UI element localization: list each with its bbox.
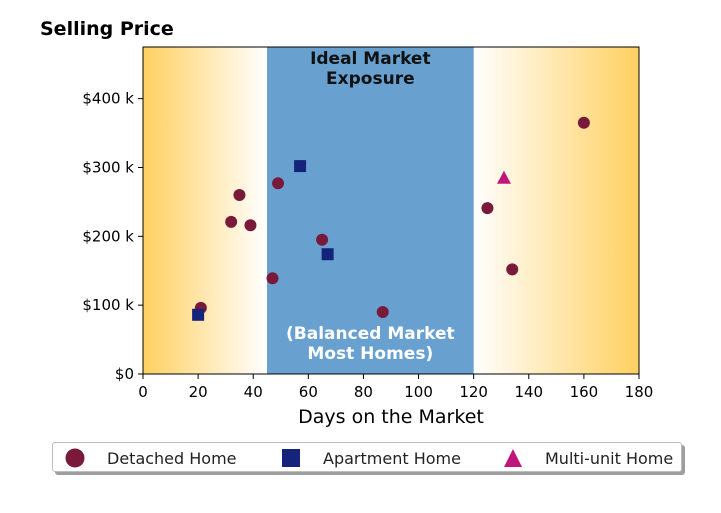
legend-item-multi-unit: Multi-unit Home (503, 443, 673, 473)
square-point-1-0 (192, 308, 205, 321)
y-axis: $0 $100 k $200 k $300 k $400 k (82, 90, 143, 383)
circle-point-0-6 (316, 233, 329, 246)
legend-label: Detached Home (107, 448, 237, 468)
x-tick-label: 120 (459, 383, 488, 401)
zones-layer (143, 47, 639, 374)
circle-point-0-2 (233, 189, 246, 202)
triangle-point-2-0 (496, 170, 511, 184)
circle-point-0-8 (481, 202, 494, 215)
annotation-1-line-1: Most Homes) (307, 344, 433, 364)
y-tick-label: $0 (115, 365, 134, 383)
square-point-1-2 (321, 248, 334, 261)
x-tick-label: 180 (625, 383, 654, 401)
circle-point-0-7 (376, 306, 389, 319)
legend-item-detached: Detached Home (65, 443, 237, 473)
circle-point-0-3 (244, 219, 257, 232)
annotation-1-line-0: (Balanced Market (286, 324, 455, 344)
legend: Detached Home Apartment Home Multi-unit … (52, 442, 682, 472)
x-tick-label: 20 (189, 383, 208, 401)
x-axis: 0 20 40 60 80 100 120 140 160 180 (138, 374, 653, 401)
square-point-1-1 (294, 160, 307, 173)
circle-point-0-5 (272, 177, 285, 190)
circle-point-0-1 (225, 215, 238, 228)
chart-title: Selling Price (40, 18, 174, 40)
y-tick-label: $400 k (82, 90, 134, 108)
y-tick-label: $300 k (82, 158, 134, 176)
zone-2 (473, 47, 639, 374)
y-tick-label: $100 k (82, 296, 134, 314)
x-tick-label: 0 (138, 383, 148, 401)
circle-point-0-4 (266, 272, 279, 285)
zone-0 (143, 47, 267, 374)
legend-label: Multi-unit Home (545, 448, 674, 468)
plot-frame (142, 46, 640, 375)
x-tick-label: 60 (299, 383, 318, 401)
zone-1 (267, 47, 474, 374)
x-tick-label: 40 (244, 383, 263, 401)
circle-point-0-9 (506, 263, 519, 276)
annotation-0-line-1: Exposure (326, 69, 415, 89)
x-tick-label: 140 (514, 383, 543, 401)
legend-item-apartment: Apartment Home (281, 443, 461, 473)
annotation-0-line-0: Ideal Market (310, 49, 431, 69)
x-tick-label: 160 (570, 383, 599, 401)
circle-point-0-10 (577, 116, 590, 129)
circle-marker-icon (65, 448, 85, 468)
y-tick-label: $200 k (82, 227, 134, 245)
triangle-marker-icon (504, 449, 522, 467)
x-tick-label: 100 (404, 383, 433, 401)
square-marker-icon (282, 449, 300, 467)
legend-label: Apartment Home (323, 448, 461, 468)
points-layer (192, 116, 590, 321)
x-axis-label: Days on the Market (298, 406, 484, 428)
x-tick-label: 80 (354, 383, 373, 401)
